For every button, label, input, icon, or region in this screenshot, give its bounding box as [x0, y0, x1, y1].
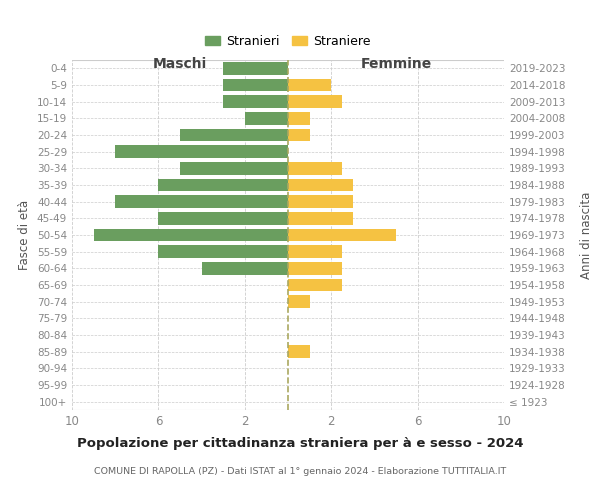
Bar: [223, 96, 288, 108]
Y-axis label: Anni di nascita: Anni di nascita: [580, 192, 593, 278]
Bar: [288, 112, 310, 124]
Bar: [158, 179, 288, 192]
Bar: [288, 246, 342, 258]
Bar: [288, 279, 342, 291]
Bar: [288, 229, 396, 241]
Bar: [223, 62, 288, 74]
Legend: Stranieri, Straniere: Stranieri, Straniere: [201, 32, 375, 52]
Bar: [288, 162, 342, 174]
Bar: [288, 96, 342, 108]
Bar: [180, 162, 288, 174]
Bar: [288, 346, 310, 358]
Bar: [288, 296, 310, 308]
Bar: [288, 179, 353, 192]
Text: Maschi: Maschi: [153, 56, 207, 70]
Text: Popolazione per cittadinanza straniera per à e sesso - 2024: Popolazione per cittadinanza straniera p…: [77, 438, 523, 450]
Bar: [115, 196, 288, 208]
Bar: [115, 146, 288, 158]
Bar: [288, 196, 353, 208]
Bar: [223, 79, 288, 92]
Bar: [288, 212, 353, 224]
Bar: [288, 262, 342, 274]
Text: Femmine: Femmine: [361, 56, 431, 70]
Bar: [202, 262, 288, 274]
Bar: [288, 79, 331, 92]
Text: COMUNE DI RAPOLLA (PZ) - Dati ISTAT al 1° gennaio 2024 - Elaborazione TUTTITALIA: COMUNE DI RAPOLLA (PZ) - Dati ISTAT al 1…: [94, 468, 506, 476]
Y-axis label: Fasce di età: Fasce di età: [19, 200, 31, 270]
Bar: [288, 129, 310, 141]
Bar: [245, 112, 288, 124]
Bar: [94, 229, 288, 241]
Bar: [158, 212, 288, 224]
Bar: [180, 129, 288, 141]
Bar: [158, 246, 288, 258]
